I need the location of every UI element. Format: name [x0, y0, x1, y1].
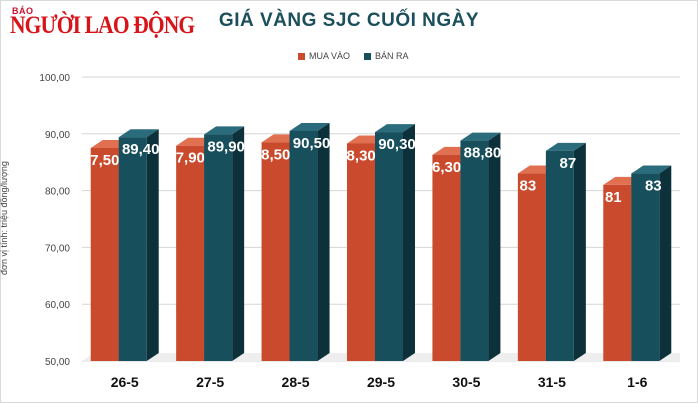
bar-ban-ra — [118, 137, 147, 361]
data-label-ban-ra: 87 — [560, 155, 577, 172]
data-label-ban-ra: 90,50 — [293, 135, 331, 152]
bar-top-ban-ra — [289, 122, 330, 131]
bar-ban-ra — [204, 134, 233, 361]
bar-top-ban-ra — [631, 165, 672, 174]
bar-mua-vao — [347, 143, 375, 361]
y-tick-label: 70,00 — [45, 243, 70, 254]
data-label-mua-vao: 83 — [520, 178, 537, 195]
bar-side-ban-ra — [488, 132, 501, 361]
bar-side-ban-ra — [317, 122, 330, 362]
legend-item-mua-vao: MUA VÀO — [298, 51, 350, 61]
legend-swatch-mua-vao — [298, 52, 305, 60]
data-label-ban-ra: 83 — [645, 178, 662, 195]
data-label-ban-ra: 89,40 — [122, 141, 160, 158]
bar-mua-vao — [261, 142, 290, 361]
x-tick-label: 28-5 — [282, 374, 310, 390]
y-tick-label: 60,00 — [45, 300, 70, 311]
bar-side-ban-ra — [146, 129, 159, 361]
bar-side-ban-ra — [573, 142, 586, 361]
data-label-ban-ra: 90,30 — [378, 136, 416, 153]
bar-mua-vao — [176, 145, 205, 361]
data-label-mua-vao: 88,30 — [338, 147, 376, 164]
logo-name: NGƯỜI LAO ĐỘNG — [10, 12, 195, 39]
y-tick-label: 90,00 — [45, 130, 70, 141]
data-label-mua-vao: 87,50 — [82, 152, 120, 169]
bar-side-ban-ra — [403, 124, 415, 361]
data-label-mua-vao: 86,30 — [424, 159, 462, 176]
data-label-mua-vao: 81 — [605, 189, 622, 206]
x-tick-label: 1-6 — [627, 374, 647, 390]
x-tick-label: 26-5 — [111, 374, 139, 390]
legend-item-ban-ra: BÁN RA — [364, 51, 409, 61]
x-tick-label: 30-5 — [452, 374, 480, 390]
data-label-mua-vao: 88,50 — [253, 146, 291, 163]
data-label-ban-ra: 89,90 — [207, 138, 245, 155]
y-tick-label: 50,00 — [45, 357, 70, 368]
y-tick-label: 100,00 — [39, 73, 70, 84]
x-tick-label: 29-5 — [367, 374, 395, 390]
bar-mua-vao — [432, 154, 461, 361]
bar-top-ban-ra — [118, 129, 159, 138]
chart-title: GIÁ VÀNG SJC CUỐI NGÀY — [218, 10, 480, 31]
bar-side-ban-ra — [232, 126, 245, 361]
bar-ban-ra — [289, 130, 318, 361]
bar-ban-ra — [460, 140, 489, 361]
bar-mua-vao — [603, 184, 632, 361]
data-label-ban-ra: 88,80 — [464, 145, 502, 162]
legend: MUA VÀO BÁN RA — [298, 50, 423, 62]
logo-small-text: BÁO — [12, 6, 34, 16]
x-tick-label: 27-5 — [196, 374, 224, 390]
y-tick-label: 80,00 — [45, 187, 70, 198]
bar-top-ban-ra — [545, 142, 586, 151]
legend-label-mua-vao: MUA VÀO — [309, 51, 351, 61]
legend-label-ban-ra: BÁN RA — [375, 51, 409, 61]
bar-ban-ra — [375, 132, 403, 361]
bar-side-ban-ra — [659, 165, 672, 361]
x-tick-label: 31-5 — [538, 374, 566, 390]
bar-top-ban-ra — [460, 132, 501, 141]
bar-mua-vao — [90, 148, 119, 361]
bar-ban-ra — [545, 150, 574, 361]
legend-swatch-ban-ra — [364, 52, 372, 60]
bar-top-ban-ra — [375, 124, 415, 133]
bar-ban-ra — [631, 173, 660, 361]
bar-top-ban-ra — [204, 126, 245, 135]
bar-mua-vao — [517, 173, 546, 361]
data-label-mua-vao: 87,90 — [167, 150, 205, 167]
